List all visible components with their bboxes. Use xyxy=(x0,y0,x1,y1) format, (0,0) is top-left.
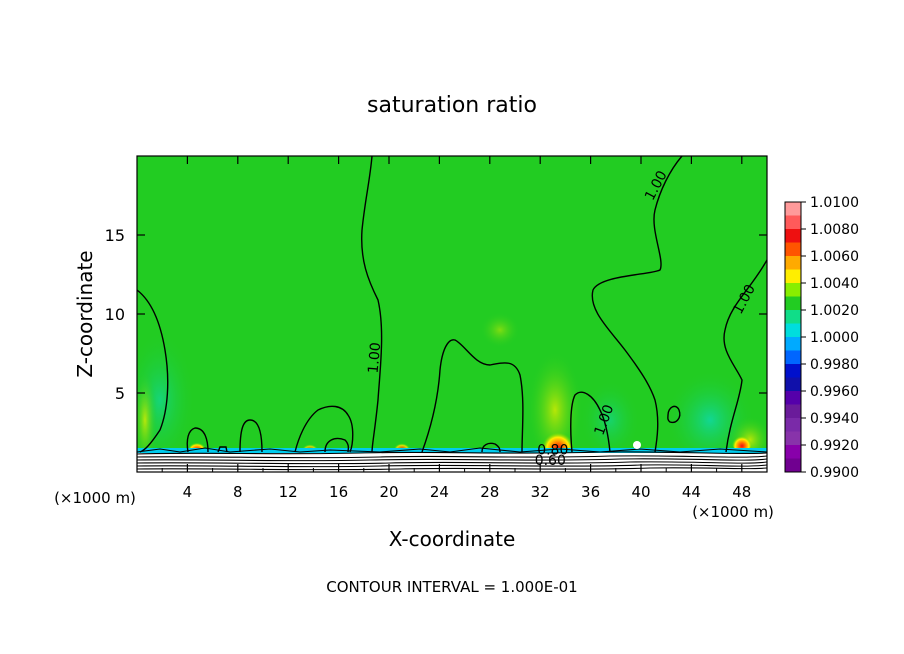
hot-spot xyxy=(732,432,752,452)
contour-line xyxy=(360,156,383,453)
colorbar-swatch xyxy=(785,256,801,270)
x-unit-left: (×1000 m) xyxy=(54,489,136,507)
colorbar-label: 1.0020 xyxy=(810,303,859,319)
colorbar-swatch xyxy=(785,229,801,243)
plot-area: 1.001.001.001.000.800.60 xyxy=(137,156,767,472)
contour-line xyxy=(186,427,209,453)
colorbar-swatch xyxy=(785,337,801,351)
colorbar-label: 0.9920 xyxy=(810,438,859,454)
colorbar-swatch xyxy=(785,323,801,338)
colorbar-label: 1.0080 xyxy=(810,222,859,238)
x-tick-label: 8 xyxy=(233,483,243,501)
surface-cool-band xyxy=(137,448,767,453)
contour-line xyxy=(481,442,501,453)
colorbar-swatch xyxy=(785,350,801,365)
cool-patch xyxy=(580,380,640,460)
colorbar-swatch xyxy=(785,202,801,216)
contour-line xyxy=(239,419,263,453)
contour-label: 1.00 xyxy=(366,342,385,374)
colorbar-label: 1.0100 xyxy=(810,195,859,211)
colorbar-swatch xyxy=(785,215,801,230)
contour-line xyxy=(570,391,611,453)
y-axis-label: Z-coordinate xyxy=(73,250,97,377)
contour-line xyxy=(294,405,354,453)
colorbar-swatch xyxy=(785,310,801,324)
y-tick-label: 10 xyxy=(105,305,125,324)
colorbar-swatch xyxy=(785,391,801,405)
x-tick-label: 40 xyxy=(631,483,650,501)
colorbar-label: 0.9900 xyxy=(810,465,859,481)
contour-label: 0.60 xyxy=(535,453,566,469)
contour-line xyxy=(723,259,767,453)
warm-patch xyxy=(137,370,157,470)
y-tick-label: 15 xyxy=(105,226,125,245)
colorbar-label: 0.9980 xyxy=(810,357,859,373)
colorbar-label: 1.0000 xyxy=(810,330,859,346)
x-axis: 4 8 12 16 20 24 28 32 36 40 44 48 xyxy=(161,156,751,501)
colorbar-swatch xyxy=(785,431,801,446)
colorbar-swatch xyxy=(785,404,801,419)
contour-lines xyxy=(137,156,767,453)
chart-title: saturation ratio xyxy=(367,93,537,118)
colorbar-swatch xyxy=(785,418,801,432)
contour-line xyxy=(421,339,524,453)
y-tick-label: 5 xyxy=(115,384,125,403)
colorbar-swatch xyxy=(785,242,801,257)
x-tick-label: 44 xyxy=(682,483,701,501)
x-tick-label: 32 xyxy=(531,483,550,501)
x-tick-label: 24 xyxy=(430,483,449,501)
x-tick-label: 48 xyxy=(732,483,751,501)
x-tick-label: 16 xyxy=(329,483,348,501)
white-cell xyxy=(633,441,641,449)
contour-line xyxy=(591,156,683,453)
x-axis-label: X-coordinate xyxy=(389,527,516,551)
colorbar-swatch xyxy=(785,364,801,378)
contour-line xyxy=(137,289,169,453)
contour-line xyxy=(324,437,350,453)
colorbar-label: 1.0040 xyxy=(810,276,859,292)
colorbar: 1.0100 1.0080 1.0060 1.0040 1.0020 1.0000 0.99… xyxy=(784,195,859,481)
colorbar-swatch xyxy=(785,377,801,392)
colorbar-swatch xyxy=(785,445,801,459)
x-tick-label: 4 xyxy=(183,483,193,501)
contour-label: 0.80 xyxy=(537,443,568,459)
colorbar-label: 0.9940 xyxy=(810,411,859,427)
x-tick-label: 20 xyxy=(379,483,398,501)
colorbar-swatch xyxy=(785,269,801,284)
x-tick-label: 12 xyxy=(279,483,298,501)
colorbar-swatch xyxy=(785,296,801,311)
colorbar-label: 1.0060 xyxy=(810,249,859,265)
contour-line xyxy=(217,446,228,453)
colorbar-swatch xyxy=(785,458,801,473)
contour-line xyxy=(667,405,681,424)
surface-contour-bundle xyxy=(137,447,767,471)
x-tick-label: 36 xyxy=(581,483,600,501)
x-tick-label: 28 xyxy=(480,483,499,501)
contour-interval-note: CONTOUR INTERVAL = 1.000E-01 xyxy=(326,578,577,596)
x-unit-right: (×1000 m) xyxy=(692,503,774,521)
colorbar-swatch xyxy=(785,283,801,297)
colorbar-label: 0.9960 xyxy=(810,384,859,400)
field-background xyxy=(137,156,767,472)
y-axis: 5 10 15 xyxy=(105,226,767,403)
warm-patch xyxy=(480,312,520,348)
